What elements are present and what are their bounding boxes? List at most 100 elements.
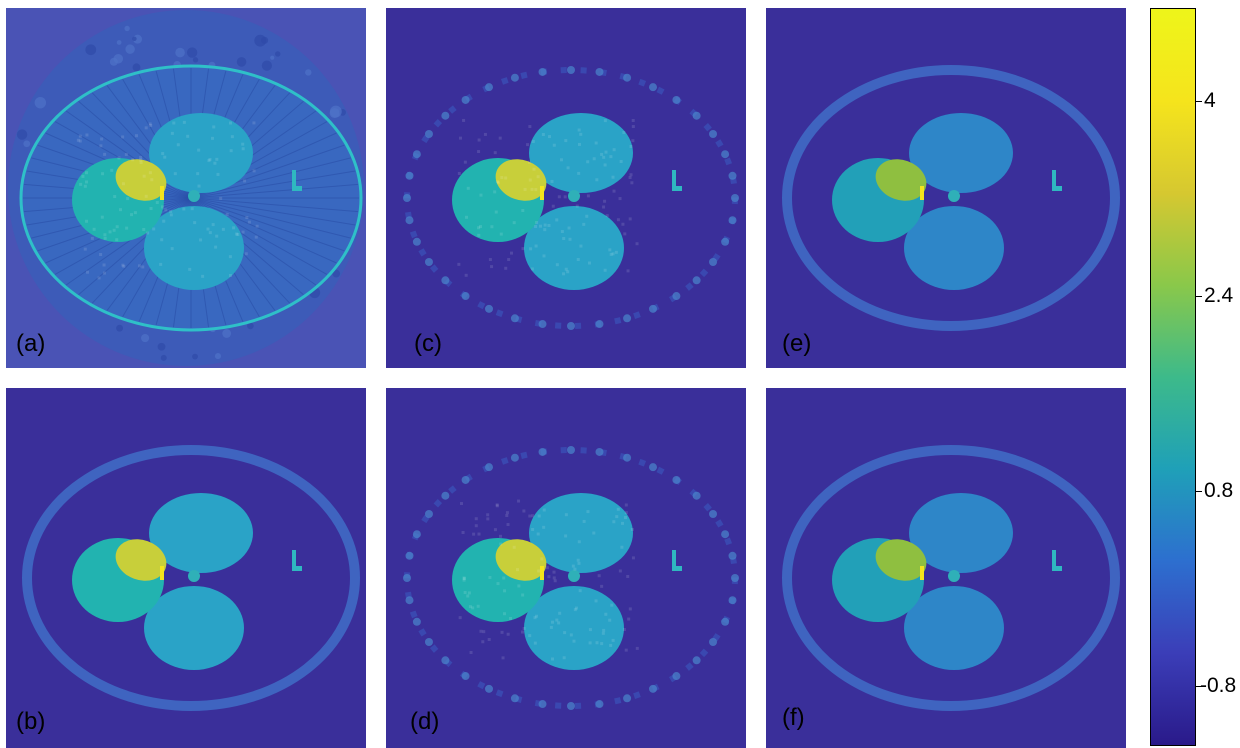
texture-speck: [615, 251, 618, 254]
texture-speck: [170, 213, 173, 216]
texture-speck: [617, 508, 620, 511]
texture-speck: [535, 221, 538, 224]
texture-speck: [122, 265, 125, 268]
texture-speck: [85, 220, 88, 223]
texture-speck: [510, 252, 513, 255]
texture-speck: [494, 151, 497, 154]
texture-speck: [553, 144, 556, 147]
texture-speck: [630, 173, 633, 176]
texture-speck: [201, 275, 204, 278]
texture-speck: [521, 209, 524, 212]
ring-dot: [567, 446, 575, 454]
ring-dot: [441, 492, 449, 500]
texture-speck: [629, 217, 632, 220]
texture-speck: [79, 135, 82, 138]
texture-speck: [468, 591, 471, 594]
texture-speck: [544, 224, 547, 227]
texture-speck: [632, 556, 635, 559]
texture-speck: [101, 172, 104, 175]
texture-speck: [488, 576, 491, 579]
phantom-image: [386, 8, 746, 368]
noise-speck: [192, 354, 198, 360]
panel-b: [6, 388, 366, 748]
texture-speck: [602, 156, 605, 159]
phantom-image: [766, 388, 1126, 748]
texture-speck: [558, 612, 561, 615]
texture-speck: [523, 627, 526, 630]
texture-speck: [521, 631, 524, 634]
panel-label-b: (b): [16, 708, 45, 736]
texture-speck: [478, 533, 481, 536]
texture-speck: [469, 605, 472, 608]
texture-speck: [139, 158, 142, 161]
texture-speck: [602, 629, 605, 632]
texture-speck: [555, 218, 558, 221]
texture-speck: [609, 155, 612, 158]
texture-speck: [576, 205, 579, 208]
texture-speck: [459, 616, 462, 619]
texture-speck: [613, 148, 616, 151]
noise-speck: [237, 57, 247, 67]
panel-label-d: (d): [410, 708, 439, 736]
panel-label-e: (e): [782, 330, 811, 358]
bright-marker: [540, 186, 544, 200]
bright-marker: [160, 566, 164, 580]
ring-dot: [567, 702, 575, 710]
texture-speck: [554, 579, 557, 582]
ring-dot: [413, 238, 421, 246]
ring-dot: [567, 322, 575, 330]
texture-speck: [630, 145, 633, 148]
texture-speck: [116, 225, 119, 228]
texture-speck: [161, 205, 164, 208]
texture-speck: [486, 513, 489, 516]
texture-speck: [589, 628, 592, 631]
texture-speck: [572, 565, 575, 568]
center-node: [948, 570, 960, 582]
texture-speck: [566, 270, 569, 273]
texture-speck: [499, 535, 502, 538]
texture-speck: [625, 511, 628, 514]
texture-speck: [219, 197, 222, 200]
texture-speck: [604, 119, 607, 122]
ring-dot: [425, 258, 433, 266]
texture-speck: [477, 150, 480, 153]
texture-speck: [586, 510, 589, 513]
texture-speck: [243, 179, 246, 182]
texture-speck: [104, 237, 107, 240]
ring-dot: [729, 596, 737, 604]
colorbar: [1150, 8, 1196, 746]
texture-speck: [608, 619, 611, 622]
texture-speck: [613, 190, 616, 193]
texture-speck: [506, 511, 509, 514]
texture-speck: [547, 224, 550, 227]
ring-dot: [709, 510, 717, 518]
noise-speck: [133, 63, 141, 71]
texture-speck: [619, 197, 622, 200]
texture-speck: [552, 205, 555, 208]
texture-speck: [495, 211, 498, 214]
texture-speck: [631, 139, 634, 142]
texture-speck: [490, 225, 493, 228]
texture-speck: [86, 271, 89, 274]
texture-speck: [245, 252, 248, 255]
texture-speck: [241, 143, 244, 146]
texture-speck: [595, 178, 598, 181]
texture-speck: [537, 569, 540, 572]
ring-dot: [425, 638, 433, 646]
texture-speck: [625, 649, 628, 652]
ring-dot: [693, 492, 701, 500]
noise-speck: [187, 47, 197, 57]
phantom-image: [6, 388, 366, 748]
phantom-image: [386, 388, 746, 748]
texture-speck: [612, 252, 615, 255]
texture-speck: [551, 621, 554, 624]
noise-speck: [117, 40, 122, 45]
noise-speck: [193, 57, 198, 62]
texture-speck: [588, 262, 591, 265]
texture-speck: [589, 641, 592, 644]
texture-speck: [522, 247, 525, 250]
texture-speck: [501, 631, 504, 634]
texture-speck: [121, 135, 124, 138]
texture-speck: [145, 195, 148, 198]
ring-dot: [729, 172, 737, 180]
